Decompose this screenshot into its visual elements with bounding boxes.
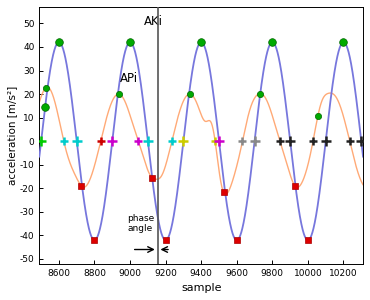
Text: APi: APi bbox=[120, 72, 138, 85]
Text: AKi: AKi bbox=[144, 15, 163, 28]
X-axis label: sample: sample bbox=[181, 283, 221, 293]
Text: phase
angle: phase angle bbox=[127, 214, 155, 233]
Y-axis label: acceleration [m/s²]: acceleration [m/s²] bbox=[7, 86, 17, 185]
